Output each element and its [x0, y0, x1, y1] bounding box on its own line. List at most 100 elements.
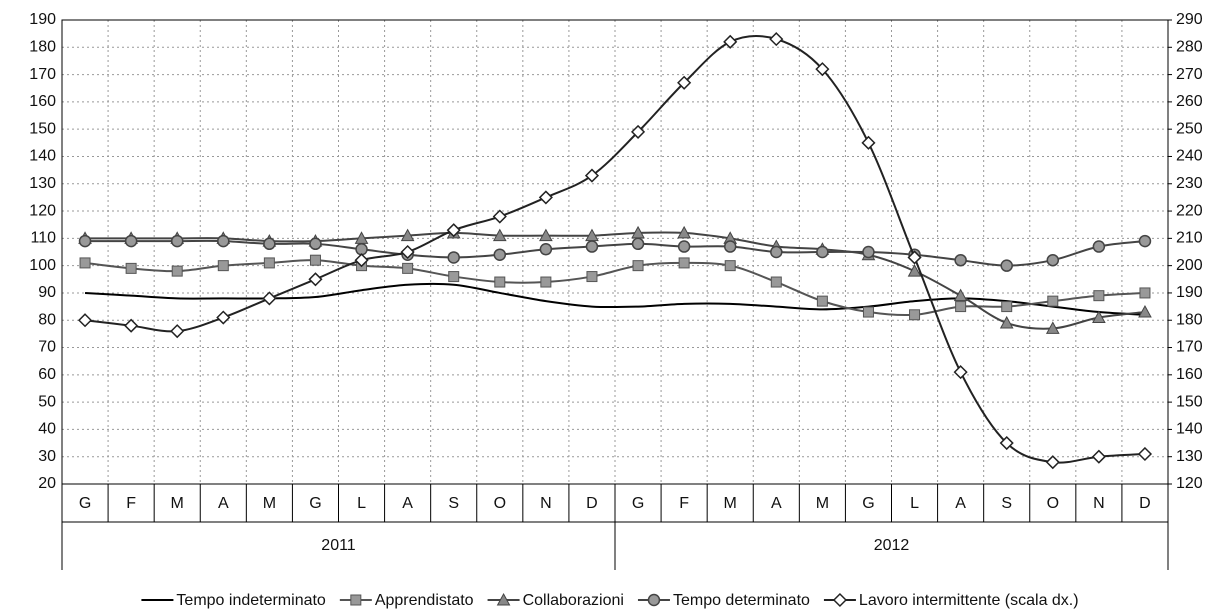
- marker: [1139, 287, 1151, 299]
- x-tick-label: A: [771, 495, 782, 512]
- y2-tick-label: 180: [1176, 311, 1203, 328]
- y2-tick-label: 190: [1176, 284, 1203, 301]
- y-tick-label: 180: [29, 39, 56, 56]
- marker: [907, 264, 922, 277]
- y-tick-label: 20: [38, 475, 56, 492]
- marker: [1045, 321, 1060, 334]
- marker: [309, 237, 322, 251]
- marker: [354, 253, 369, 268]
- marker: [170, 234, 184, 248]
- x-tick-label: M: [263, 495, 276, 512]
- y-tick-label: 60: [38, 366, 56, 383]
- x-tick-label: L: [910, 495, 919, 512]
- marker: [125, 262, 137, 274]
- marker: [1001, 301, 1013, 313]
- marker: [124, 318, 139, 333]
- y2-tick-label: 160: [1176, 366, 1203, 383]
- marker: [400, 244, 415, 260]
- y-tick-label: 30: [38, 448, 56, 465]
- marker: [446, 223, 461, 238]
- marker: [816, 245, 829, 259]
- marker: [815, 62, 830, 77]
- marker: [953, 288, 968, 302]
- x-tick-label: M: [724, 495, 737, 512]
- marker: [770, 276, 782, 288]
- x-tick-label: A: [218, 495, 229, 512]
- y-tick-label: 110: [30, 230, 56, 247]
- marker: [909, 309, 921, 321]
- y-tick-label: 150: [29, 120, 56, 137]
- marker: [1047, 295, 1059, 307]
- marker: [400, 228, 415, 242]
- marker: [1138, 305, 1152, 318]
- marker: [263, 237, 276, 251]
- marker: [999, 435, 1014, 451]
- y-tick-label: 70: [38, 339, 56, 356]
- marker: [1093, 290, 1105, 302]
- legend-item: Tempo indeterminato: [141, 592, 326, 609]
- marker: [832, 592, 847, 608]
- x-tick-label: M: [816, 495, 829, 512]
- marker: [631, 237, 645, 251]
- marker: [1138, 234, 1152, 248]
- marker: [355, 243, 368, 256]
- y2-tick-label: 220: [1176, 202, 1203, 219]
- y2-tick-label: 140: [1176, 421, 1203, 438]
- legend-item: Collaborazioni: [487, 592, 624, 609]
- x-tick-label: O: [494, 495, 506, 512]
- y-tick-label: 170: [29, 66, 56, 83]
- x-tick-label: F: [679, 495, 689, 512]
- marker: [77, 313, 93, 328]
- marker: [630, 124, 646, 139]
- y2-tick-label: 210: [1176, 230, 1203, 247]
- y-tick-label: 50: [38, 393, 56, 410]
- marker: [79, 257, 91, 269]
- marker: [539, 228, 553, 242]
- marker: [954, 253, 967, 267]
- marker: [861, 135, 876, 150]
- series-line: [84, 35, 1146, 464]
- marker: [862, 306, 874, 318]
- y-tick-label: 130: [29, 175, 56, 192]
- x-tick-label: N: [540, 495, 552, 512]
- marker: [496, 592, 511, 606]
- marker: [953, 365, 968, 380]
- y2-tick-label: 170: [1176, 339, 1203, 356]
- marker: [540, 276, 552, 288]
- marker: [170, 324, 185, 339]
- marker: [494, 276, 506, 288]
- legend: Tempo indeterminato Apprendistato Collabor…: [141, 592, 1079, 609]
- x-tick-label: D: [1139, 495, 1151, 512]
- marker: [263, 257, 275, 269]
- marker: [309, 254, 321, 266]
- marker: [955, 301, 967, 313]
- y2-tick-label: 230: [1176, 175, 1203, 192]
- marker: [447, 251, 460, 264]
- legend-label: Lavoro intermittente (scala dx.): [859, 592, 1079, 609]
- marker: [632, 260, 644, 272]
- marker: [999, 315, 1014, 329]
- marker: [724, 260, 736, 272]
- x-tick-label: F: [126, 495, 136, 512]
- marker: [585, 240, 599, 253]
- x-tick-label: L: [357, 495, 366, 512]
- y-tick-label: 40: [38, 421, 56, 438]
- marker: [647, 593, 661, 607]
- y-tick-label: 190: [29, 11, 56, 28]
- legend-label: Apprendistato: [375, 592, 474, 609]
- marker: [723, 34, 738, 49]
- marker: [492, 228, 507, 242]
- x-tick-label: A: [402, 495, 413, 512]
- marker: [538, 190, 553, 205]
- y2-tick-label: 260: [1176, 93, 1203, 110]
- x-tick-label: G: [632, 495, 644, 512]
- x-tick-label: D: [586, 495, 598, 512]
- y2-tick-label: 130: [1176, 448, 1203, 465]
- marker: [1091, 449, 1106, 464]
- marker: [862, 245, 875, 259]
- marker: [770, 245, 783, 259]
- marker: [907, 250, 922, 265]
- x-tick-label: G: [309, 495, 321, 512]
- legend-label: Collaborazioni: [523, 592, 624, 609]
- marker: [217, 260, 229, 272]
